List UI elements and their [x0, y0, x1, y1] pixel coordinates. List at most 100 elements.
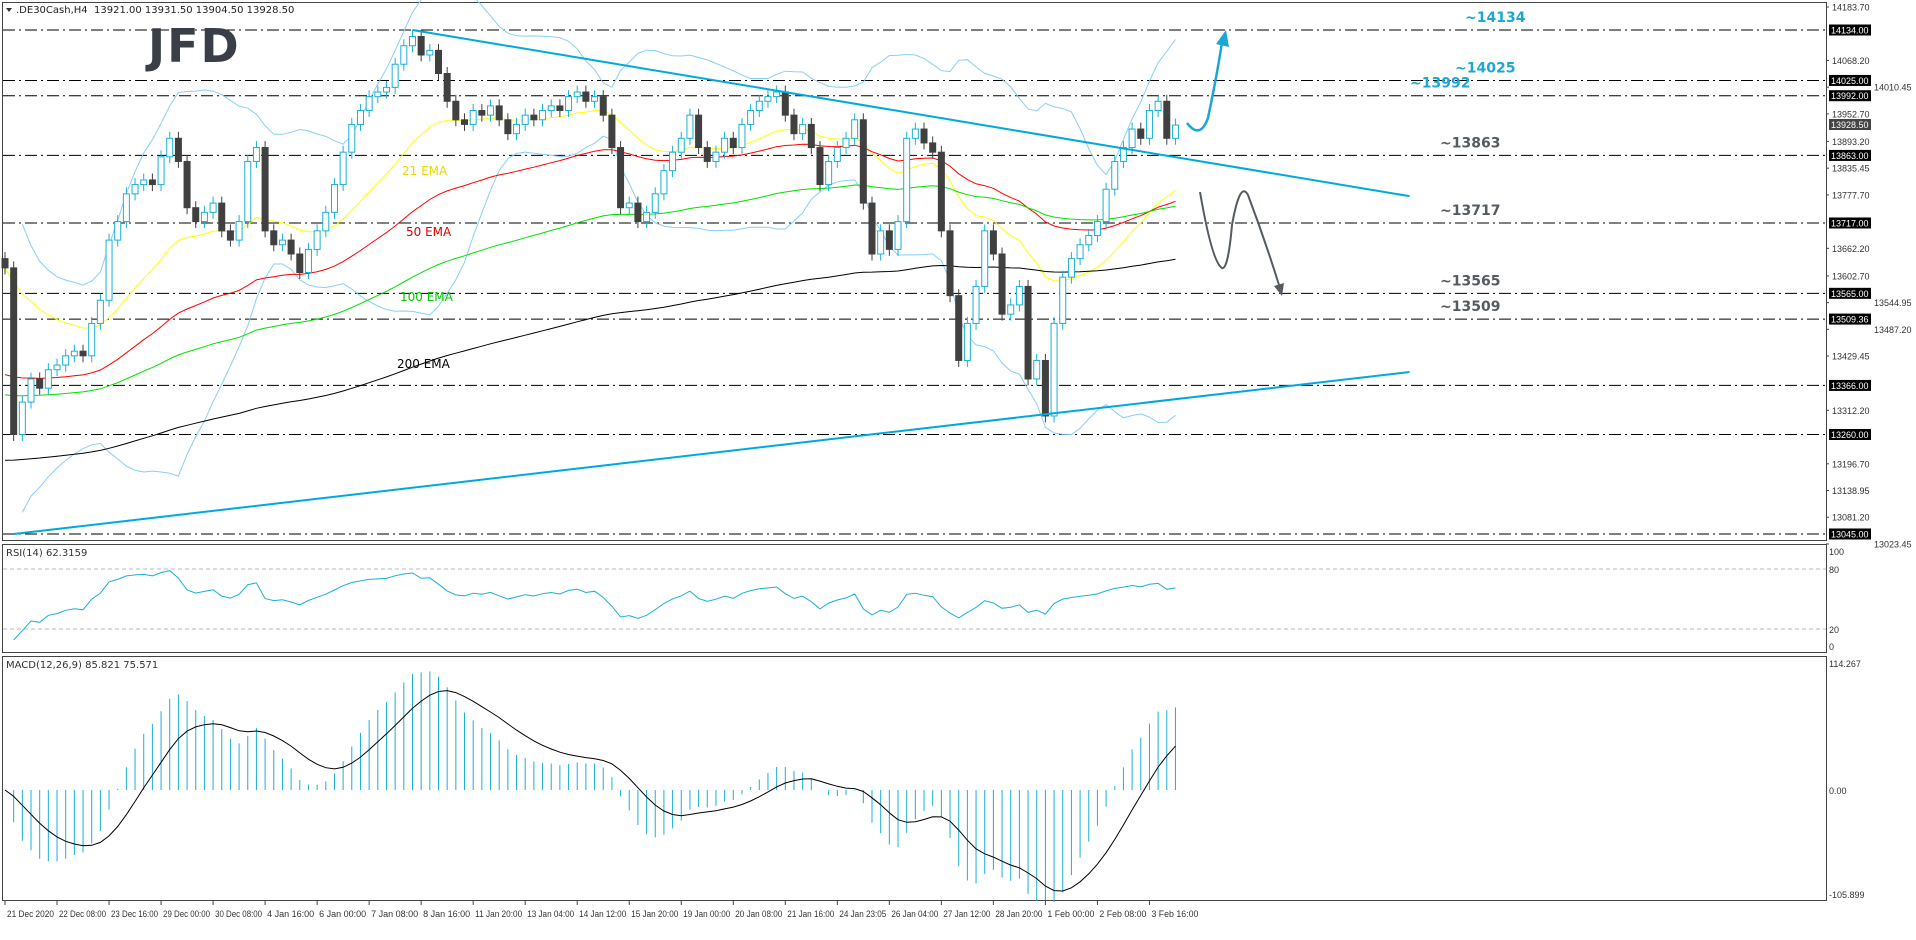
macd-tick: 0.00	[1829, 786, 1847, 796]
level-axis-label: 13992.00	[1831, 91, 1869, 101]
candle-body	[894, 221, 902, 250]
candle-body	[10, 267, 18, 435]
price-tick-label: 13429.45	[1832, 352, 1870, 362]
candle-body	[27, 378, 35, 403]
price-tick-label: 13138.95	[1832, 486, 1870, 496]
candle-body	[1128, 128, 1136, 149]
main-pane	[2, 2, 1827, 541]
ema50-label: 50 EMA	[406, 225, 452, 239]
time-label: 3 Feb 16:00	[1151, 909, 1198, 919]
level-axis-label: 13863.00	[1831, 151, 1869, 161]
candle-body	[747, 110, 755, 125]
candle-body	[911, 128, 919, 139]
trendlines	[13, 29, 1410, 535]
candle-body	[114, 221, 122, 241]
level-label: ~13509	[1440, 299, 1500, 315]
candle-body	[721, 137, 729, 153]
trendline	[13, 371, 1410, 535]
candle-body	[565, 96, 573, 112]
candle-body	[244, 160, 252, 223]
candle-body	[356, 110, 364, 125]
candle-body	[989, 230, 997, 255]
candle-body	[1137, 128, 1145, 139]
time-label: 20 Jan 08:00	[735, 909, 782, 919]
candle-body	[599, 96, 607, 116]
current-price-box	[1829, 119, 1871, 130]
candle-body	[634, 202, 642, 223]
time-axis: 21 Dec 2020 22 Dec 08:00 23 Dec 16:00 29 De…	[4, 900, 1198, 919]
bullish-scenario-arrow	[1186, 41, 1224, 132]
candle-body	[972, 285, 980, 324]
candle-body	[218, 202, 226, 232]
candle-body	[764, 96, 772, 102]
ema100-label: 100 EMA	[400, 290, 454, 304]
candle-body	[998, 253, 1006, 315]
level-axis-label: 13717.00	[1831, 218, 1869, 228]
price-tick-label: 13835.45	[1832, 164, 1870, 174]
rsi-line	[13, 570, 1176, 641]
candle-body	[1154, 100, 1162, 112]
candle-body	[62, 355, 70, 366]
bollinger-upper	[21, 0, 1176, 286]
bollinger-bands	[21, 0, 1176, 513]
candle-body	[799, 123, 807, 135]
candle-body	[617, 147, 625, 209]
time-label: 28 Jan 20:00	[995, 909, 1042, 919]
candle-body	[1033, 359, 1041, 380]
macd-tick: 114.267	[1829, 659, 1861, 669]
candle-body	[443, 73, 451, 102]
candle-body	[322, 211, 330, 232]
candle-body	[304, 248, 312, 274]
macd-label: MACD(12,26,9) 85.821 75.571	[6, 660, 158, 671]
bollinger-lower	[21, 135, 1176, 513]
collapse-triangle-icon[interactable]	[6, 8, 12, 12]
candle-body	[44, 369, 52, 389]
candle-body	[252, 147, 260, 162]
ohlc-readout: 13921.00 13931.50 13904.50 13928.50	[94, 5, 294, 16]
price-tick-label: 14068.20	[1832, 56, 1870, 66]
time-label: 21 Jan 16:00	[787, 909, 834, 919]
candle-body	[573, 91, 581, 98]
candle-body	[88, 322, 96, 357]
level-axis-label: 13045.00	[1831, 529, 1869, 539]
level-axis-label: 13509.36	[1831, 315, 1869, 325]
time-label: 19 Jan 00:00	[683, 909, 730, 919]
candle-body	[157, 156, 165, 186]
level-label: ~13863	[1440, 135, 1500, 151]
ema-lines	[4, 110, 1176, 461]
candle-body	[521, 114, 529, 125]
price-tick-label: 13777.70	[1832, 190, 1870, 200]
candle-body	[816, 147, 824, 186]
candle-body	[955, 295, 963, 361]
level-axis-box	[1829, 428, 1871, 440]
time-label: 30 Dec 08:00	[215, 909, 262, 919]
candle-body	[426, 49, 434, 56]
level-axis-box	[1829, 149, 1871, 161]
candle-body	[408, 35, 416, 47]
time-label: 4 Jan 16:00	[267, 909, 314, 919]
level-axis-box	[1829, 74, 1871, 86]
candle-body	[140, 179, 148, 186]
time-label: 22 Dec 08:00	[59, 909, 106, 919]
candle-body	[963, 322, 971, 361]
macd-histogram	[4, 671, 1176, 902]
time-label: 21 Dec 2020	[7, 909, 54, 919]
candle-body	[981, 230, 989, 287]
price-axis: 14183.70 14068.20 14010.45 13952.70 13893.20…	[1826, 2, 1912, 549]
price-tick-label: 13023.45	[1874, 539, 1912, 549]
candle-body	[677, 137, 685, 153]
candle-body	[669, 151, 677, 172]
price-tick-label: 13893.20	[1832, 137, 1870, 147]
candle-body	[1085, 234, 1093, 246]
candle-body	[469, 110, 477, 125]
level-axis-box	[1829, 217, 1871, 229]
candle-body	[348, 123, 356, 153]
candle-body	[643, 211, 651, 223]
candle-body	[504, 119, 512, 135]
ema200-label: 200 EMA	[397, 357, 451, 371]
candle-body	[200, 211, 208, 223]
candle-body	[807, 123, 815, 149]
candle-body	[729, 137, 737, 149]
level-label: ~14025	[1455, 60, 1515, 76]
